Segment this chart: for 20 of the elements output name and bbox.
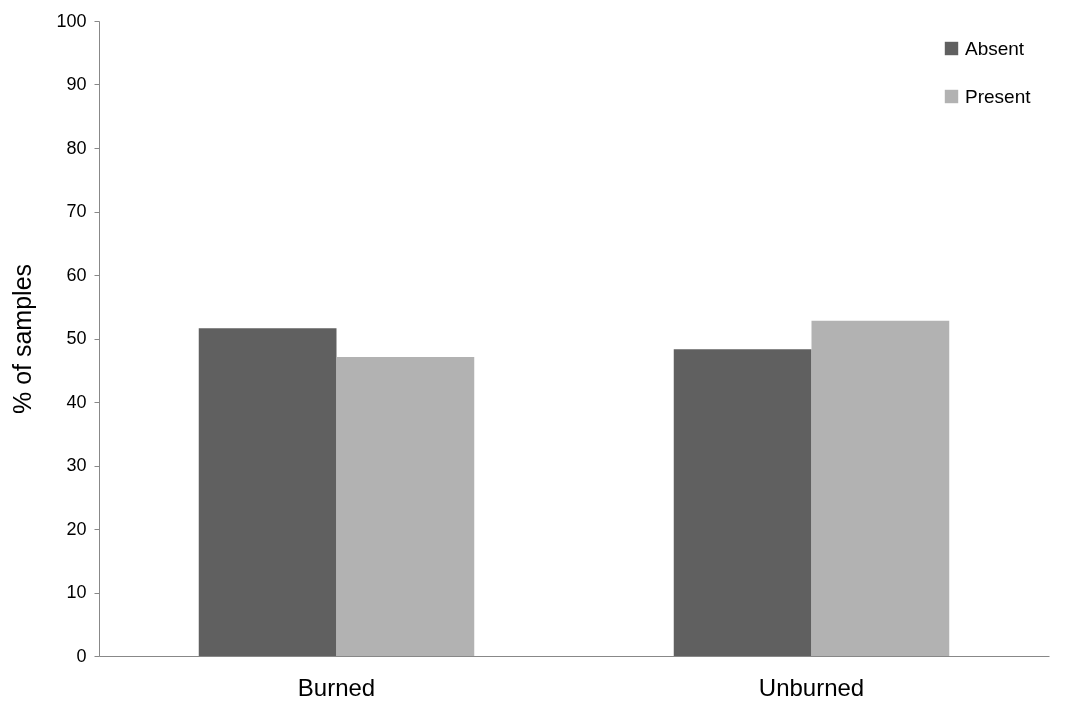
legend-label: Present — [965, 85, 1032, 107]
y-tick-label: 30 — [66, 455, 87, 475]
legend-label: Absent — [965, 37, 1025, 59]
bar — [811, 320, 950, 656]
y-tick-label: 100 — [56, 10, 87, 31]
y-tick-label: 10 — [66, 582, 87, 602]
x-tick-label: Unburned — [758, 673, 865, 701]
y-tick-label: 50 — [66, 328, 87, 348]
x-tick-label: Burned — [297, 673, 376, 701]
bar — [336, 356, 475, 656]
y-tick-label: 70 — [66, 201, 87, 221]
y-tick-label: 90 — [66, 74, 87, 94]
y-tick-label: 60 — [66, 264, 87, 285]
y-tick-label: 20 — [66, 518, 87, 539]
y-axis-title: % of samples — [8, 263, 37, 415]
bar — [198, 328, 337, 656]
bar — [673, 349, 812, 656]
y-tick-label: 0 — [76, 645, 87, 666]
y-tick-label: 40 — [66, 391, 87, 412]
y-tick-label: 80 — [66, 137, 87, 158]
